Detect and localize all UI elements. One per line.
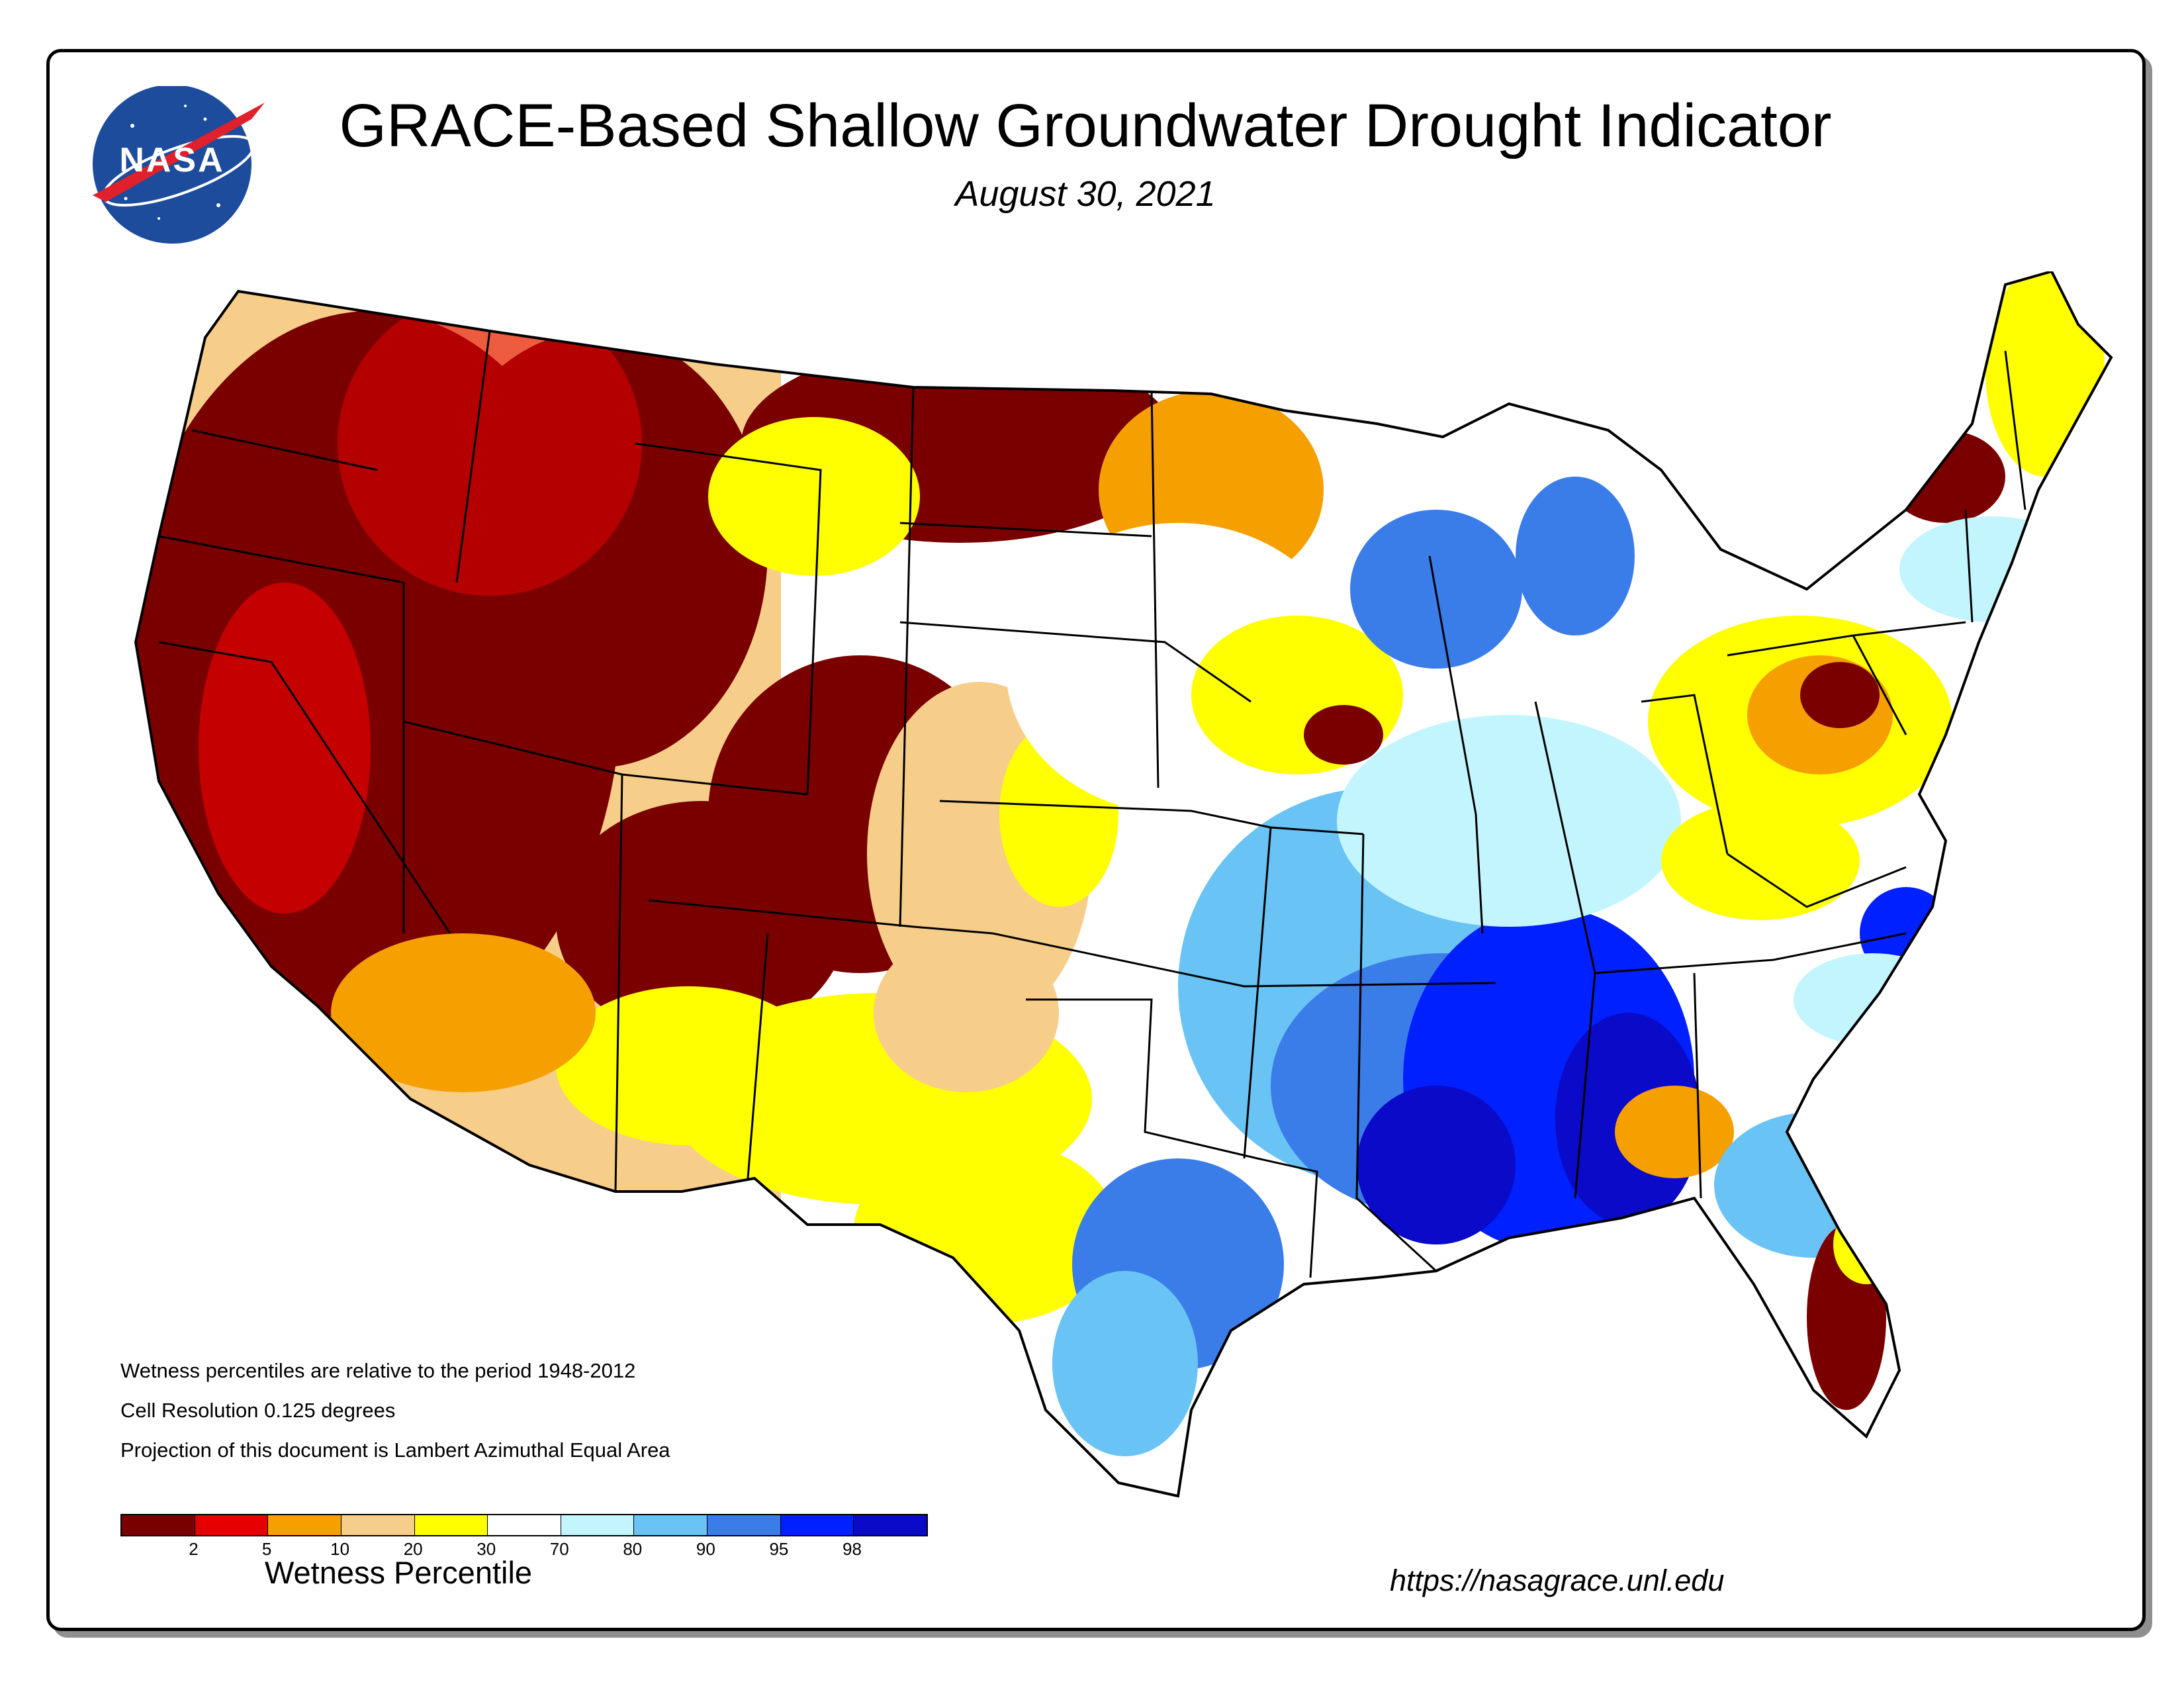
- legend-swatch: [268, 1515, 341, 1535]
- legend-tick-label: 5: [261, 1539, 272, 1559]
- state-boundaries: [134, 269, 2113, 1498]
- nasa-logo: NASA: [86, 85, 271, 252]
- legend-tick-label: 20: [403, 1539, 423, 1559]
- nasa-meatball-logo-icon: [93, 85, 265, 244]
- legend-swatch: [780, 1515, 854, 1535]
- legend-color-bar: [120, 1514, 928, 1536]
- legend-swatch: [561, 1515, 635, 1535]
- conus-map-svg: [134, 269, 2113, 1498]
- legend-swatch: [634, 1515, 708, 1535]
- legend-swatch: [854, 1515, 927, 1535]
- wetness-raster: [136, 271, 2111, 1496]
- legend-swatch: [707, 1515, 781, 1535]
- nasa-logo-text: NASA: [119, 141, 225, 179]
- legend-swatch: [122, 1515, 195, 1535]
- legend-tick-label: 90: [696, 1539, 715, 1559]
- legend-ticks: 2 5 10 20 30 70 80 90 95 98: [120, 1536, 925, 1560]
- legend-tick-label: 30: [477, 1539, 496, 1559]
- note-cell-resolution: Cell Resolution 0.125 degrees: [120, 1399, 396, 1422]
- legend-tick-label: 98: [842, 1539, 862, 1559]
- legend-tick-label: 70: [549, 1539, 569, 1559]
- map-date: August 30, 2021: [955, 174, 1216, 214]
- note-projection: Projection of this document is Lambert A…: [120, 1438, 670, 1462]
- legend-tick-label: 80: [623, 1539, 643, 1559]
- drought-map: [119, 269, 2138, 1542]
- map-title: GRACE-Based Shallow Groundwater Drought …: [339, 92, 1832, 160]
- source-url[interactable]: https://nasagrace.unl.edu: [1390, 1564, 1725, 1597]
- legend-tick-label: 2: [189, 1539, 199, 1559]
- legend-swatch: [195, 1515, 269, 1535]
- wetness-legend: 2 5 10 20 30 70 80 90 95 98: [120, 1514, 928, 1560]
- legend-tick-label: 10: [330, 1539, 350, 1559]
- legend-swatch: [414, 1515, 488, 1535]
- legend-title: Wetness Percentile: [265, 1555, 533, 1590]
- legend-swatch: [341, 1515, 415, 1535]
- note-reference-period: Wetness percentiles are relative to the …: [120, 1359, 636, 1382]
- legend-swatch: [488, 1515, 561, 1535]
- legend-tick-label: 95: [769, 1539, 789, 1559]
